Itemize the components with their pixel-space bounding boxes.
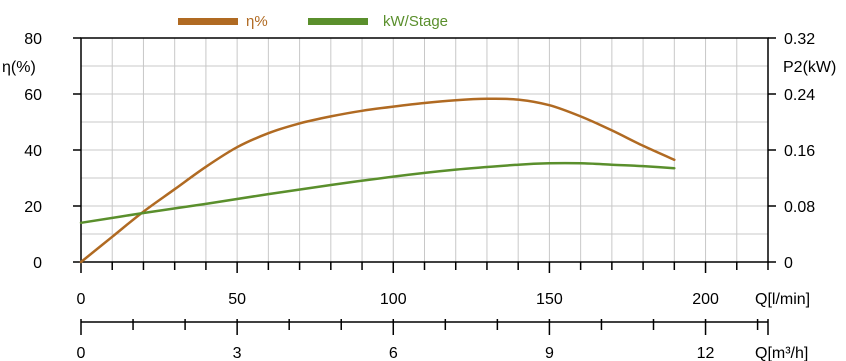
left-tick-label: 80 bbox=[24, 31, 42, 48]
left-tick-label: 0 bbox=[33, 255, 42, 272]
x-tick-label: 0 bbox=[77, 291, 86, 308]
x-tick-label: 200 bbox=[692, 291, 719, 308]
efficiency-curve bbox=[79, 97, 676, 264]
x2-tick-label: 0 bbox=[77, 345, 86, 361]
right-axis-title: P2(kW) bbox=[783, 59, 836, 76]
legend-label-power: kW/Stage bbox=[383, 13, 448, 30]
right-tick-label: 0.08 bbox=[784, 199, 815, 216]
ticks: 0 20 40 60 80 0 0.08 0.16 0.24 0.32 0 50 100 150 200 0 3… bbox=[24, 31, 815, 361]
x2-tick-label: 9 bbox=[545, 345, 554, 361]
x-tick-label: 100 bbox=[380, 291, 407, 308]
x-axis-title: Q[l/min] bbox=[755, 291, 810, 308]
left-tick-label: 20 bbox=[24, 199, 42, 216]
x2-tick-label: 12 bbox=[697, 345, 715, 361]
right-tick-label: 0.24 bbox=[784, 87, 815, 104]
grid bbox=[80, 37, 769, 263]
legend-swatch-power bbox=[308, 18, 368, 25]
legend-swatch-efficiency bbox=[178, 18, 238, 25]
left-axis-title: η(%) bbox=[2, 59, 36, 76]
x2-tick-label: 3 bbox=[233, 345, 242, 361]
x2-tick-label: 6 bbox=[389, 345, 398, 361]
left-tick-label: 60 bbox=[24, 87, 42, 104]
power-curve bbox=[79, 161, 676, 225]
legend-label-efficiency: η% bbox=[246, 13, 268, 30]
x-axis-2-title: Q[m³/h] bbox=[755, 345, 808, 361]
left-tick-label: 40 bbox=[24, 143, 42, 160]
curves bbox=[79, 97, 676, 264]
legend: η% kW/Stage bbox=[178, 13, 448, 30]
right-tick-label: 0.16 bbox=[784, 143, 815, 160]
right-tick-label: 0 bbox=[784, 255, 793, 272]
x-tick-label: 50 bbox=[228, 291, 246, 308]
x-tick-label: 150 bbox=[536, 291, 563, 308]
right-tick-label: 0.32 bbox=[784, 31, 815, 48]
